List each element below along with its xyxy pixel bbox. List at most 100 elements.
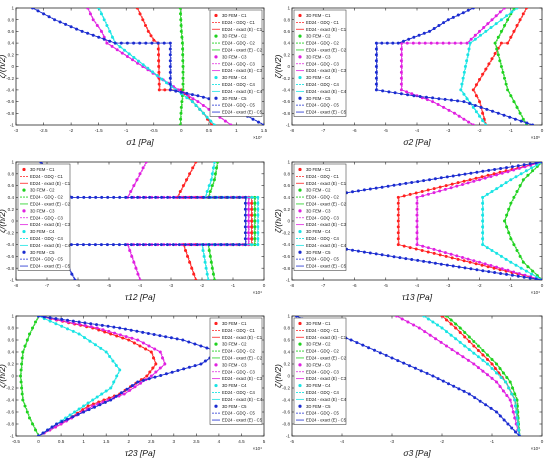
fem-point-C5: [505, 272, 508, 276]
x-tick-label: -2.5: [40, 128, 48, 133]
fem-point-C3: [399, 53, 403, 57]
fem-point-C5: [147, 243, 151, 247]
x-tick-label: 4.5: [238, 439, 245, 444]
fem-point-C4: [458, 340, 462, 344]
fem-point-C2: [212, 278, 216, 280]
fem-point-C3: [399, 65, 403, 68]
fem-point-C2: [507, 207, 511, 211]
fem-point-C5: [76, 412, 80, 416]
fem-point-C1: [163, 88, 167, 92]
fem-point-C5: [424, 95, 428, 99]
x-tick-label: 0: [541, 439, 544, 444]
fem-point-C3: [417, 326, 421, 330]
legend-marker-fem: [214, 55, 218, 59]
fem-point-C4: [205, 190, 209, 193]
fem-point-C2: [181, 76, 185, 80]
fem-point-C4: [206, 278, 210, 280]
fem-point-C1: [109, 332, 113, 336]
fem-point-C5: [402, 361, 406, 365]
fem-point-C1: [190, 266, 194, 270]
y-tick-label: -0.8: [6, 422, 14, 427]
y-tick-label: 0: [11, 64, 14, 69]
y-tick-label: -0.8: [282, 422, 290, 427]
fem-point-C1: [445, 318, 448, 322]
fem-point-C5: [243, 225, 247, 229]
fem-point-C3: [415, 243, 419, 247]
legend-label: ED24 - exact (E) - C3: [222, 68, 263, 73]
fem-point-C2: [499, 65, 503, 68]
legend-marker-fem: [22, 250, 26, 254]
x-tick-label: 0: [541, 283, 544, 288]
fem-point-C2: [501, 70, 505, 74]
fem-point-C5: [462, 389, 466, 393]
fem-point-C2: [211, 272, 215, 276]
fem-point-C1: [402, 194, 406, 198]
fem-point-C5: [220, 195, 223, 199]
fem-point-C5: [243, 201, 247, 205]
fem-point-C3: [105, 41, 109, 45]
fem-point-C5: [81, 243, 85, 247]
y-axis-label: ζ/(h/2): [0, 209, 7, 233]
fem-point-C3: [469, 37, 473, 41]
fem-point-C3: [118, 333, 122, 337]
fem-point-C3: [443, 187, 447, 191]
fem-point-C1: [493, 367, 497, 370]
x-tick-label: -3: [169, 283, 174, 288]
fem-point-C1: [396, 225, 400, 229]
fem-point-C4: [190, 100, 194, 104]
fem-point-C1: [474, 262, 478, 266]
fem-point-C1: [135, 8, 139, 10]
fem-point-C1: [518, 18, 522, 22]
legend-label: 3D FEM - C1: [222, 13, 247, 18]
fem-point-C5: [493, 168, 497, 171]
fem-point-C5: [243, 231, 247, 235]
fem-point-C5: [71, 415, 75, 419]
fem-point-C5: [413, 366, 417, 370]
y-tick-label: 0.6: [8, 29, 15, 34]
fem-point-C3: [124, 335, 128, 339]
fem-point-C2: [518, 111, 522, 115]
chart-panel-3: -8 -7 -6 -5 -4 -3 -2 -1 0 -1 -0.8 -0.6 -0.4 -0.2 0 0.2 0…: [0, 160, 266, 302]
fem-point-C4: [109, 386, 113, 390]
fem-point-C2: [179, 24, 183, 27]
fem-point-C4: [484, 29, 488, 33]
legend-label: ED24 - exact (E) - C3: [306, 376, 347, 381]
fem-point-C4: [202, 254, 206, 258]
fem-point-C5: [58, 20, 62, 24]
fem-point-C3: [439, 340, 443, 344]
fem-point-C1: [450, 182, 454, 186]
legend-label: ED24 - GDQ - C2: [306, 41, 339, 46]
legend-label: 3D FEM - C1: [306, 167, 331, 172]
fem-point-C5: [243, 237, 247, 241]
fem-point-C3: [423, 330, 427, 334]
fem-point-C3: [482, 26, 486, 29]
fem-point-C5: [428, 178, 431, 182]
fem-point-C4: [102, 18, 106, 22]
fem-point-C2: [253, 219, 257, 223]
fem-point-C5: [374, 186, 378, 190]
fem-point-C4: [478, 114, 481, 118]
legend-label: ED24 - GDQ - C5: [222, 103, 255, 108]
fem-point-C4: [515, 8, 519, 10]
fem-point-C3: [490, 18, 494, 22]
fem-point-C5: [94, 195, 98, 199]
fem-point-C1: [476, 349, 480, 352]
legend-label: 3D FEM - C4: [306, 75, 331, 80]
fem-point-C1: [250, 201, 254, 205]
fem-point-C2: [495, 362, 498, 366]
fem-point-C2: [212, 178, 216, 182]
fem-point-C4: [481, 213, 485, 217]
fem-point-C3: [512, 270, 516, 274]
fem-point-C1: [250, 207, 254, 211]
fem-point-C5: [153, 375, 157, 379]
fem-point-C4: [510, 10, 514, 14]
fem-point-C3: [247, 207, 250, 211]
fem-point-C5: [168, 76, 172, 80]
y-tick-label: -0.8: [6, 111, 14, 116]
fem-point-C3: [89, 325, 93, 329]
legend-label: ED24 - GDQ - C1: [306, 328, 339, 333]
series-line-C4: [98, 8, 215, 125]
fem-point-C5: [201, 95, 205, 99]
x-tick-label: 5: [263, 439, 266, 444]
fem-point-C3: [421, 244, 425, 248]
